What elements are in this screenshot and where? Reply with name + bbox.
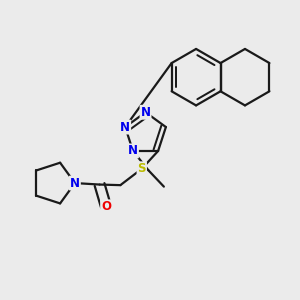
Text: O: O bbox=[101, 200, 111, 213]
Text: N: N bbox=[128, 145, 138, 158]
Text: N: N bbox=[120, 121, 130, 134]
Text: N: N bbox=[140, 106, 151, 119]
Text: N: N bbox=[70, 177, 80, 190]
Text: S: S bbox=[137, 162, 146, 175]
